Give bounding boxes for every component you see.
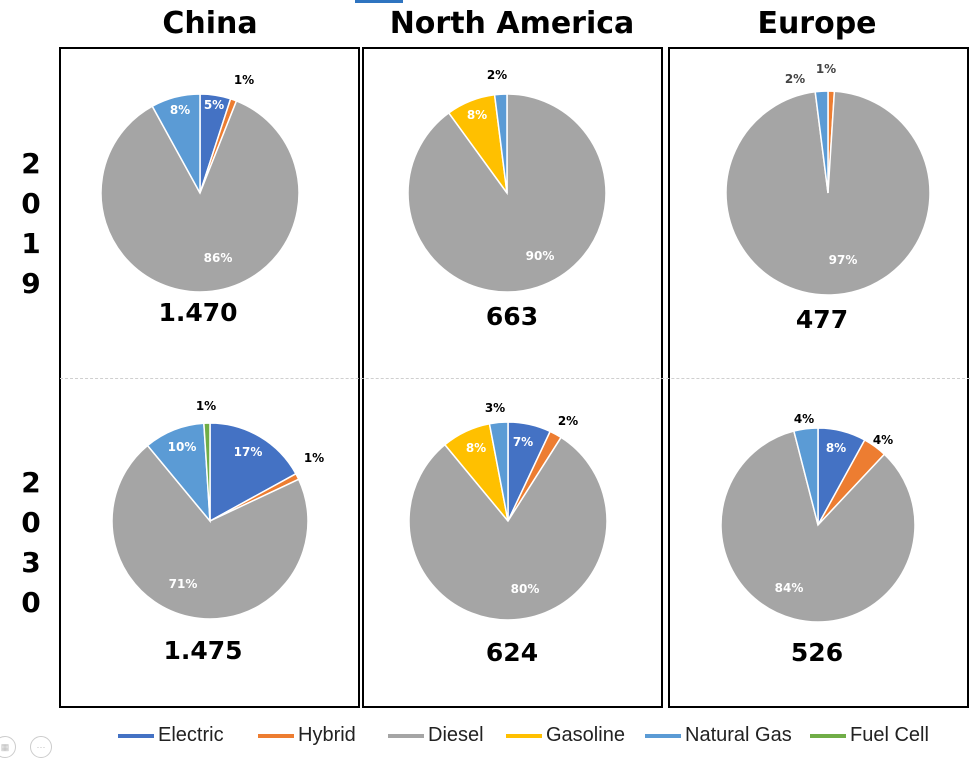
legend-swatch-natural-gas	[645, 734, 681, 738]
legend: Electric Hybrid Diesel Gasoline Natural …	[0, 722, 977, 752]
total-europe-2019: 477	[795, 305, 849, 334]
legend-label-hybrid: Hybrid	[298, 724, 356, 746]
year-digit: 0	[21, 586, 41, 619]
panel-north-america	[362, 47, 663, 708]
total-europe-2030: 526	[790, 638, 844, 667]
legend-swatch-electric	[118, 734, 154, 738]
year-digit: 0	[21, 506, 41, 539]
legend-swatch-fuel-cell	[810, 734, 846, 738]
year-digit: 0	[21, 187, 41, 220]
legend-label-diesel: Diesel	[428, 724, 484, 746]
total-china-2019: 1.470	[158, 298, 238, 327]
year-digit: 1	[21, 227, 41, 260]
region-title-europe: Europe	[757, 6, 877, 41]
more-options-icon[interactable]: ···	[30, 736, 52, 758]
year-digit: 9	[21, 267, 41, 300]
total-north-america-2019: 663	[485, 302, 539, 331]
legend-label-fuel-cell: Fuel Cell	[850, 724, 929, 746]
year-digit: 3	[21, 546, 41, 579]
region-title-north-america: North America	[389, 6, 635, 41]
year-digit: 2	[21, 466, 41, 499]
year-divider	[60, 378, 970, 379]
top-tab-indicator	[355, 0, 403, 3]
total-china-2030: 1.475	[163, 636, 243, 665]
region-title-china: China	[162, 6, 258, 41]
legend-swatch-diesel	[388, 734, 424, 738]
legend-swatch-hybrid	[258, 734, 294, 738]
legend-label-electric: Electric	[158, 724, 224, 746]
legend-label-gasoline: Gasoline	[546, 724, 625, 746]
legend-label-natural-gas: Natural Gas	[685, 724, 792, 746]
panel-china	[59, 47, 360, 708]
legend-swatch-gasoline	[506, 734, 542, 738]
total-north-america-2030: 624	[485, 638, 539, 667]
year-digit: 2	[21, 147, 41, 180]
panel-europe	[668, 47, 969, 708]
slide-view-icon[interactable]: ▦	[0, 736, 16, 758]
